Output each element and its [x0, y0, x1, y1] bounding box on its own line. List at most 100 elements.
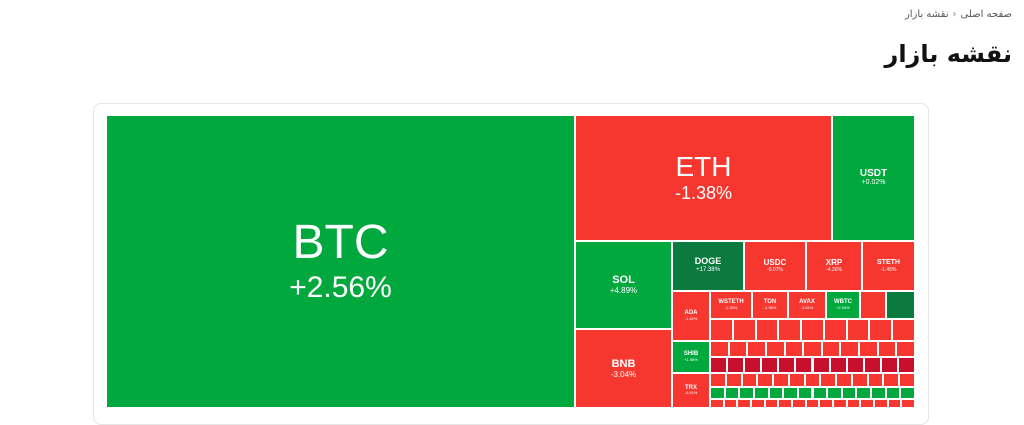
heatmap-tile[interactable]: SHIB +1.58%	[673, 342, 709, 372]
small-tile	[711, 388, 724, 398]
small-tile	[728, 358, 744, 372]
small-tile	[847, 400, 860, 407]
small-tile	[793, 400, 805, 407]
small-tile	[888, 400, 901, 407]
breadcrumb-separator: ‹	[952, 9, 957, 20]
small-tile	[779, 320, 801, 340]
small-tile	[725, 388, 739, 398]
heatmap-tile[interactable]: TRX -0.61%	[673, 374, 709, 407]
small-tile	[902, 400, 914, 407]
small-tile	[805, 374, 820, 386]
small-tile	[785, 342, 803, 356]
tile-symbol: DOGE	[694, 256, 722, 267]
tile-symbol: SOL	[612, 274, 635, 287]
tile-change: -1.38%	[674, 182, 733, 203]
small-tile	[779, 400, 791, 407]
small-tile	[870, 320, 892, 340]
small-tile	[766, 342, 784, 356]
tile-symbol: USDC	[763, 257, 787, 267]
small-tile	[802, 320, 823, 340]
small-tile	[847, 320, 869, 340]
small-tile	[748, 342, 765, 356]
small-tile	[784, 388, 797, 398]
small-tile	[828, 388, 841, 398]
heatmap-tile[interactable]: ETH -1.38%	[576, 116, 831, 240]
tile-symbol: ETH	[675, 150, 732, 182]
small-tile	[711, 374, 725, 386]
heatmap-tile[interactable]: WSTETH -1.30%	[711, 292, 751, 318]
breadcrumb-home[interactable]: صفحه اصلی	[960, 9, 1012, 20]
small-tile	[821, 374, 836, 386]
small-tile	[887, 292, 914, 318]
tile-change: +4.89%	[609, 286, 638, 296]
tile-change: -3.04%	[610, 369, 637, 379]
breadcrumb: صفحه اصلی‹نقشه بازار	[905, 9, 1012, 20]
tile-change: +1.58%	[684, 356, 698, 362]
heatmap-tile[interactable]: WBTC +2.54%	[827, 292, 859, 318]
heatmap-tile[interactable]: XRP -4.36%	[807, 242, 861, 290]
tile-change: -1.98%	[763, 304, 777, 310]
small-tile	[861, 292, 885, 318]
heatmap-tile[interactable]: BTC +2.56%	[107, 116, 574, 407]
tile-change: -1.45%	[880, 266, 897, 273]
tile-symbol: SHIB	[683, 351, 699, 358]
tile-change: -0.61%	[684, 390, 698, 396]
small-tile	[893, 320, 914, 340]
small-tile	[742, 374, 757, 386]
tile-symbol: TRX	[685, 384, 697, 391]
heatmap-tile[interactable]: DOGE +17.38%	[673, 242, 743, 290]
tile-symbol: TON	[763, 299, 777, 306]
tile-symbol: XRP	[825, 257, 843, 267]
heatmap-tile[interactable]: AVAX -4.61%	[789, 292, 825, 318]
small-tile	[847, 358, 863, 372]
small-tile	[861, 400, 873, 407]
small-tile	[738, 400, 750, 407]
tile-change: +2.56%	[289, 270, 392, 304]
small-tile	[901, 388, 914, 398]
heatmap-tile[interactable]: BNB -3.04%	[576, 330, 671, 407]
tile-symbol: WSTETH	[718, 299, 744, 306]
tile-change: +0.02%	[861, 179, 886, 187]
heatmap-tile[interactable]: STETH -1.45%	[863, 242, 914, 290]
small-tile	[733, 320, 755, 340]
page: {"breadcrumb": {"home": "صفحه اصلی", "cu…	[93, 9, 1013, 425]
small-tile	[711, 400, 723, 407]
tile-change: -4.61%	[800, 304, 814, 310]
small-tile	[756, 320, 778, 340]
small-tile	[864, 358, 880, 372]
small-tile	[779, 358, 795, 372]
heatmap-tile[interactable]: TON -1.98%	[753, 292, 787, 318]
small-tile	[769, 388, 783, 398]
heatmap-tile[interactable]: ADA -1.42%	[673, 292, 709, 340]
small-tile	[841, 342, 859, 356]
tile-symbol: ADA	[684, 310, 698, 317]
tile-change: -4.36%	[826, 267, 842, 274]
tile-symbol: BTC	[292, 216, 389, 270]
small-tile	[813, 388, 827, 398]
small-tile	[765, 400, 778, 407]
small-tile	[875, 400, 887, 407]
page-title: نقشه بازار	[884, 40, 1013, 68]
heatmap-tile[interactable]: SOL +4.89%	[576, 242, 671, 328]
tile-change: -1.30%	[724, 304, 738, 310]
small-tile	[824, 320, 846, 340]
small-tile	[852, 374, 867, 386]
tile-symbol: AVAX	[799, 299, 815, 306]
small-tile	[798, 388, 812, 398]
small-tile	[806, 400, 819, 407]
small-tile	[830, 358, 846, 372]
tile-symbol: STETH	[877, 259, 900, 267]
small-tile	[842, 388, 856, 398]
heatmap-tile[interactable]: USDT +0.02%	[833, 116, 914, 240]
small-tile	[729, 342, 747, 356]
small-tile	[711, 358, 727, 372]
small-tile	[752, 400, 764, 407]
small-tile	[740, 388, 753, 398]
tile-symbol: USDT	[859, 168, 888, 180]
small-tile	[837, 374, 851, 386]
small-tile	[857, 388, 871, 398]
heatmap-tile[interactable]: USDC -0.07%	[745, 242, 805, 290]
breadcrumb-current: نقشه بازار	[904, 9, 949, 20]
small-tile	[898, 358, 914, 372]
small-tile	[724, 400, 737, 407]
